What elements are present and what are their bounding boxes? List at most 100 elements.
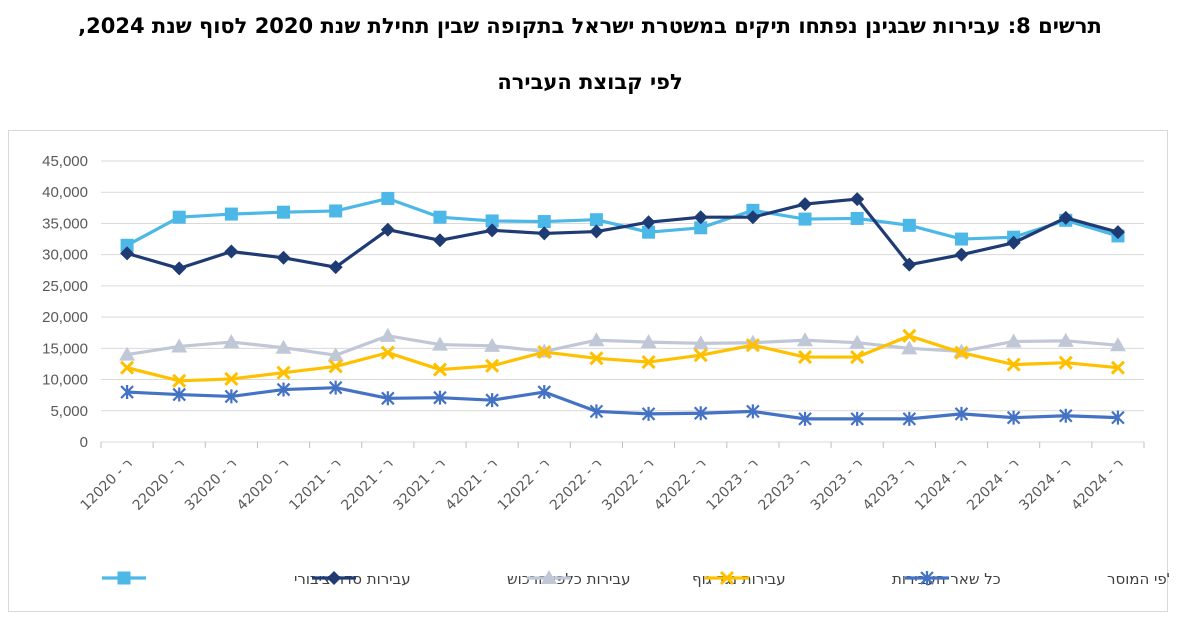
data-point [1110, 360, 1125, 375]
data-point [1006, 235, 1021, 250]
data-point [693, 406, 708, 421]
x-tick-label: 2ר - 2023 [756, 456, 814, 514]
y-tick-label: 35,000 [42, 215, 88, 232]
data-point [171, 338, 188, 353]
data-point [120, 360, 135, 375]
data-point [120, 246, 135, 261]
data-point [954, 345, 969, 360]
x-tick-label: 3ר - 2020 [182, 456, 240, 514]
series-line [126, 386, 1118, 421]
data-point [850, 211, 864, 225]
x-tick-label: 2ר - 2020 [130, 456, 188, 514]
x-tick-label: 3ר - 2023 [808, 456, 866, 514]
x-tick-label: 4ר - 2022 [651, 456, 709, 514]
data-point [798, 212, 812, 226]
data-point [1111, 410, 1125, 425]
series-line [126, 196, 1119, 247]
data-point [484, 337, 501, 352]
data-point [589, 404, 604, 419]
data-point [850, 411, 864, 426]
legend-marker [117, 571, 131, 585]
data-point [694, 221, 708, 235]
data-point [276, 365, 291, 380]
data-point [119, 346, 136, 361]
data-point [954, 247, 969, 262]
data-point [641, 215, 656, 230]
data-point [902, 218, 916, 232]
x-tick-label: 4ר - 2020 [234, 456, 292, 514]
data-point [797, 350, 813, 365]
legend-marker [327, 571, 341, 585]
chart-title-line-2: לפי קבוצת העבירה [497, 70, 683, 94]
data-point [485, 223, 500, 238]
data-point [172, 373, 187, 388]
y-tick-label: 10,000 [42, 372, 88, 389]
y-tick-label: 25,000 [42, 278, 88, 295]
data-point [328, 359, 343, 374]
data-point [537, 215, 551, 229]
data-point [902, 328, 917, 343]
x-tick-label: 2ר - 2024 [964, 456, 1022, 514]
line-chart: 0 5,000 10,000 15,000 20,000 25,000 30,000 35,0… [42, 153, 1169, 588]
data-point [693, 348, 708, 363]
data-point [328, 260, 343, 275]
data-point [745, 210, 760, 225]
data-point [485, 214, 499, 228]
data-point [224, 207, 238, 221]
y-tick-label: 0 [80, 434, 88, 451]
data-point [485, 358, 500, 373]
series-line [126, 334, 1119, 357]
data-point [641, 355, 656, 370]
x-tick-label: 1ר - 2023 [703, 456, 761, 514]
series-line [126, 197, 1119, 271]
data-point [641, 406, 656, 421]
x-tick-label: 3ר - 2024 [1016, 456, 1074, 514]
x-tick-label: 2ר - 2021 [338, 456, 396, 514]
data-point [589, 351, 604, 366]
data-point [537, 345, 552, 360]
data-point [1110, 225, 1125, 240]
data-point [328, 380, 343, 395]
data-point [1058, 355, 1073, 370]
data-point [745, 338, 760, 353]
x-tick-label: 1ר - 2024 [912, 456, 970, 514]
data-point [380, 345, 395, 360]
data-point [327, 347, 344, 362]
data-point [224, 389, 239, 404]
data-point [223, 334, 240, 349]
data-point [172, 261, 187, 276]
x-tick-label: 1ר - 2020 [78, 456, 136, 514]
x-tick-label: 4ר - 2021 [443, 456, 501, 514]
data-point [1006, 410, 1021, 425]
data-point [797, 332, 814, 347]
data-point [379, 327, 396, 342]
y-tick-label: 40,000 [42, 184, 88, 201]
data-point [902, 257, 917, 272]
x-tick-label: 1ר - 2022 [495, 456, 553, 514]
data-point [692, 335, 709, 350]
data-point [1059, 408, 1073, 423]
data-point [275, 339, 292, 354]
data-point [589, 224, 604, 239]
data-point [537, 226, 552, 241]
data-point [120, 238, 134, 252]
data-point [642, 225, 656, 239]
legend-marker [920, 571, 934, 585]
data-point [849, 334, 866, 349]
data-point [954, 232, 968, 246]
data-point [329, 204, 343, 218]
y-tick-label: 5,000 [50, 403, 88, 420]
data-point [172, 387, 187, 402]
data-point [224, 244, 239, 259]
chart-title-line-1: תרשים 8: עבירות שבגינן נפתחו תיקים במשטר… [78, 14, 1102, 38]
data-point [172, 210, 186, 224]
data-point [433, 210, 447, 224]
data-point [798, 411, 812, 426]
legend-label: עבירות כלפי המוסר [1107, 570, 1169, 588]
data-point [589, 213, 603, 227]
data-point [1109, 337, 1126, 352]
data-point [850, 350, 865, 365]
data-point [640, 334, 657, 349]
y-tick-label: 20,000 [42, 309, 88, 326]
data-point [276, 250, 291, 265]
